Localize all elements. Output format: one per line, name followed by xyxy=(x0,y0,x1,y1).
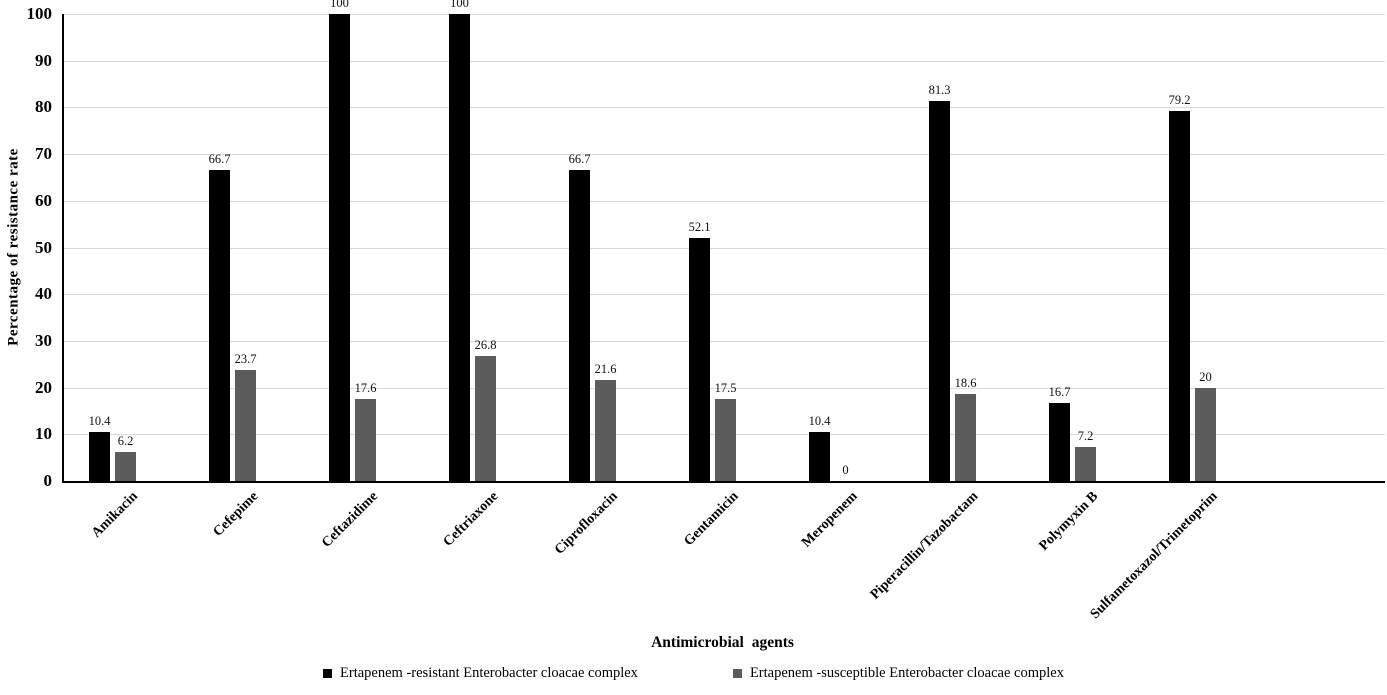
bar-value-label: 10.4 xyxy=(808,414,831,429)
bar-susceptible xyxy=(715,399,736,481)
bar-value-label: 100 xyxy=(330,0,349,10)
bar-resistant xyxy=(929,101,950,481)
bar-value-label: 52.1 xyxy=(688,219,711,234)
y-tick-label: 20 xyxy=(35,377,52,397)
gridline xyxy=(64,200,1385,202)
bar-value-label: 21.6 xyxy=(594,362,617,377)
legend-label: Ertapenem -resistant Enterobacter cloaca… xyxy=(340,665,638,681)
bar-resistant xyxy=(809,432,830,481)
category-label-text: Sulfametoxazol/Trimetoprim xyxy=(1088,489,1222,623)
legend-item-susceptible: Ertapenem -susceptible Enterobacter cloa… xyxy=(732,665,1064,682)
bar-value-label: 17.6 xyxy=(354,380,377,395)
gridline xyxy=(64,294,1385,296)
bar-susceptible xyxy=(955,394,976,481)
y-tick-label: 80 xyxy=(35,97,52,117)
x-axis-title: Antimicrobial agents xyxy=(651,634,794,651)
bar-susceptible xyxy=(115,452,136,481)
legend-item-resistant: Ertapenem -resistant Enterobacter cloaca… xyxy=(323,665,638,682)
y-tick-label: 70 xyxy=(35,144,52,164)
bar-value-label: 20 xyxy=(1199,369,1212,384)
bar-resistant xyxy=(689,237,710,481)
gridline xyxy=(64,247,1385,249)
gridline xyxy=(64,387,1385,389)
bar-resistant xyxy=(569,169,590,481)
bar-value-label: 18.6 xyxy=(954,376,977,391)
bar-value-label: 6.2 xyxy=(117,434,134,449)
bar-resistant xyxy=(209,169,230,481)
bar-susceptible xyxy=(235,370,256,481)
bar-value-label: 7.2 xyxy=(1077,429,1094,444)
gridline xyxy=(64,14,1385,15)
bar-resistant xyxy=(89,432,110,481)
y-tick-label: 100 xyxy=(26,4,53,23)
bar-susceptible xyxy=(1195,387,1216,481)
legend: Ertapenem -resistant Enterobacter cloaca… xyxy=(0,665,1387,682)
plot-area: 10.4 6.2 66.7 23.7 100 17.6 100 26.8 66.7 21.6 52.… xyxy=(62,0,1385,483)
bar-value-label: 17.5 xyxy=(714,381,737,396)
bar-value-label: 10.4 xyxy=(88,414,111,429)
bar-susceptible xyxy=(475,355,496,481)
bar-value-label: 16.7 xyxy=(1048,385,1071,400)
legend-label: Ertapenem -susceptible Enterobacter cloa… xyxy=(749,665,1064,681)
legend-marker-square xyxy=(323,669,333,678)
bar-susceptible xyxy=(595,380,616,481)
bar-resistant xyxy=(1169,111,1190,481)
bar-resistant xyxy=(329,14,350,481)
y-tick-label: 60 xyxy=(35,190,52,210)
bar-resistant xyxy=(449,14,470,481)
gridline xyxy=(64,154,1385,156)
gridline xyxy=(64,107,1385,109)
y-tick-label: 90 xyxy=(35,50,52,70)
bar-susceptible xyxy=(355,398,376,481)
category-label: Sulfametoxazol/Trimetoprim xyxy=(911,489,1221,622)
bar-value-label: 66.7 xyxy=(208,151,231,166)
y-tick-label: 50 xyxy=(35,237,52,257)
bar-susceptible xyxy=(1075,447,1096,481)
category-label-text: Piperacillin/Tazobactam xyxy=(867,489,982,603)
bar-value-label: 0 xyxy=(842,463,849,477)
bar-resistant xyxy=(1049,403,1070,481)
y-axis-ticks: 0 10 20 30 40 50 60 70 80 90 100 xyxy=(0,5,53,490)
bar-value-label: 23.7 xyxy=(234,352,257,367)
y-tick-label: 0 xyxy=(43,471,53,490)
y-tick-label: 30 xyxy=(35,330,52,350)
gridline xyxy=(64,340,1385,342)
bar-value-label: 66.7 xyxy=(568,151,591,166)
bar-value-label: 79.2 xyxy=(1168,93,1191,108)
y-tick-label: 40 xyxy=(35,284,52,304)
gridline xyxy=(64,60,1385,62)
y-tick-label: 10 xyxy=(35,424,52,444)
bar-value-label: 81.3 xyxy=(928,83,951,98)
bar-value-label: 100 xyxy=(450,0,469,10)
bar-value-label: 26.8 xyxy=(474,337,497,352)
legend-marker-square xyxy=(732,669,742,678)
